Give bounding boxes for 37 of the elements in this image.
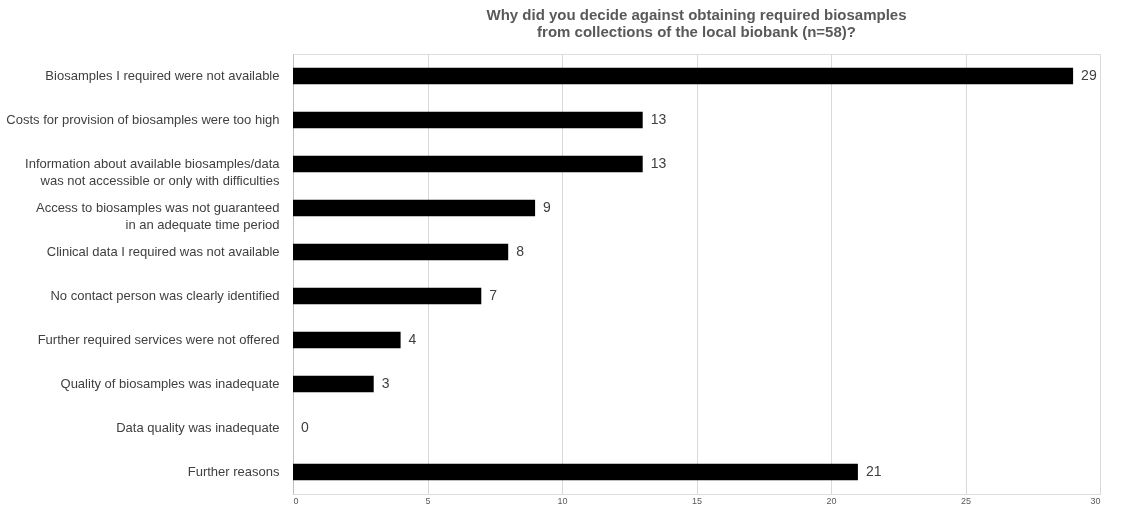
y-tick-label: No contact person was clearly identified <box>50 288 280 303</box>
bar <box>293 199 536 217</box>
data-label: 0 <box>301 419 309 435</box>
chart-title: Why did you decide against obtaining required biosamples from collections of the local biobank (n=58)? <box>486 6 907 40</box>
data-label: 29 <box>1081 67 1097 83</box>
x-tick-label: 10 <box>557 495 568 506</box>
data-label: 9 <box>543 199 552 215</box>
data-label: 7 <box>489 287 498 303</box>
y-tick-label: Data quality was inadequate <box>116 420 280 435</box>
y-tick-label: Costs for provision of biosamples were too high <box>6 112 280 127</box>
x-tick-label: 20 <box>826 495 837 506</box>
bar <box>293 155 643 173</box>
y-tick-label: Quality of biosamples was inadequate <box>60 376 280 391</box>
y-tick-label: Access to biosamples was not guaranteed in an adequate time period <box>35 200 280 232</box>
bar <box>293 287 482 305</box>
y-tick-label: Clinical data I required was not available <box>46 244 280 259</box>
data-label: 13 <box>650 155 667 171</box>
y-tick-label: Biosamples I required were not available <box>45 68 280 83</box>
x-tick-label: 25 <box>960 495 972 506</box>
bar <box>293 331 401 349</box>
x-tick-label: 15 <box>691 495 703 506</box>
data-label: 4 <box>408 331 417 347</box>
bar <box>293 111 643 129</box>
x-tick-label: 5 <box>425 495 431 506</box>
x-tick-label: 30 <box>1090 495 1101 506</box>
y-tick-label: Information about available biosamples/data was not accessible or only with difficulties <box>25 156 281 188</box>
data-label: 3 <box>381 375 390 391</box>
y-tick-label: Further required services were not offered <box>37 332 280 347</box>
bar <box>293 67 1074 85</box>
x-tick-label: 0 <box>293 495 299 506</box>
bar <box>293 243 509 261</box>
y-tick-label: Further reasons <box>187 464 280 479</box>
data-label: 21 <box>865 463 882 479</box>
bar <box>293 375 374 393</box>
bar <box>293 463 858 481</box>
data-label: 13 <box>650 111 667 127</box>
data-label: 8 <box>516 243 525 259</box>
